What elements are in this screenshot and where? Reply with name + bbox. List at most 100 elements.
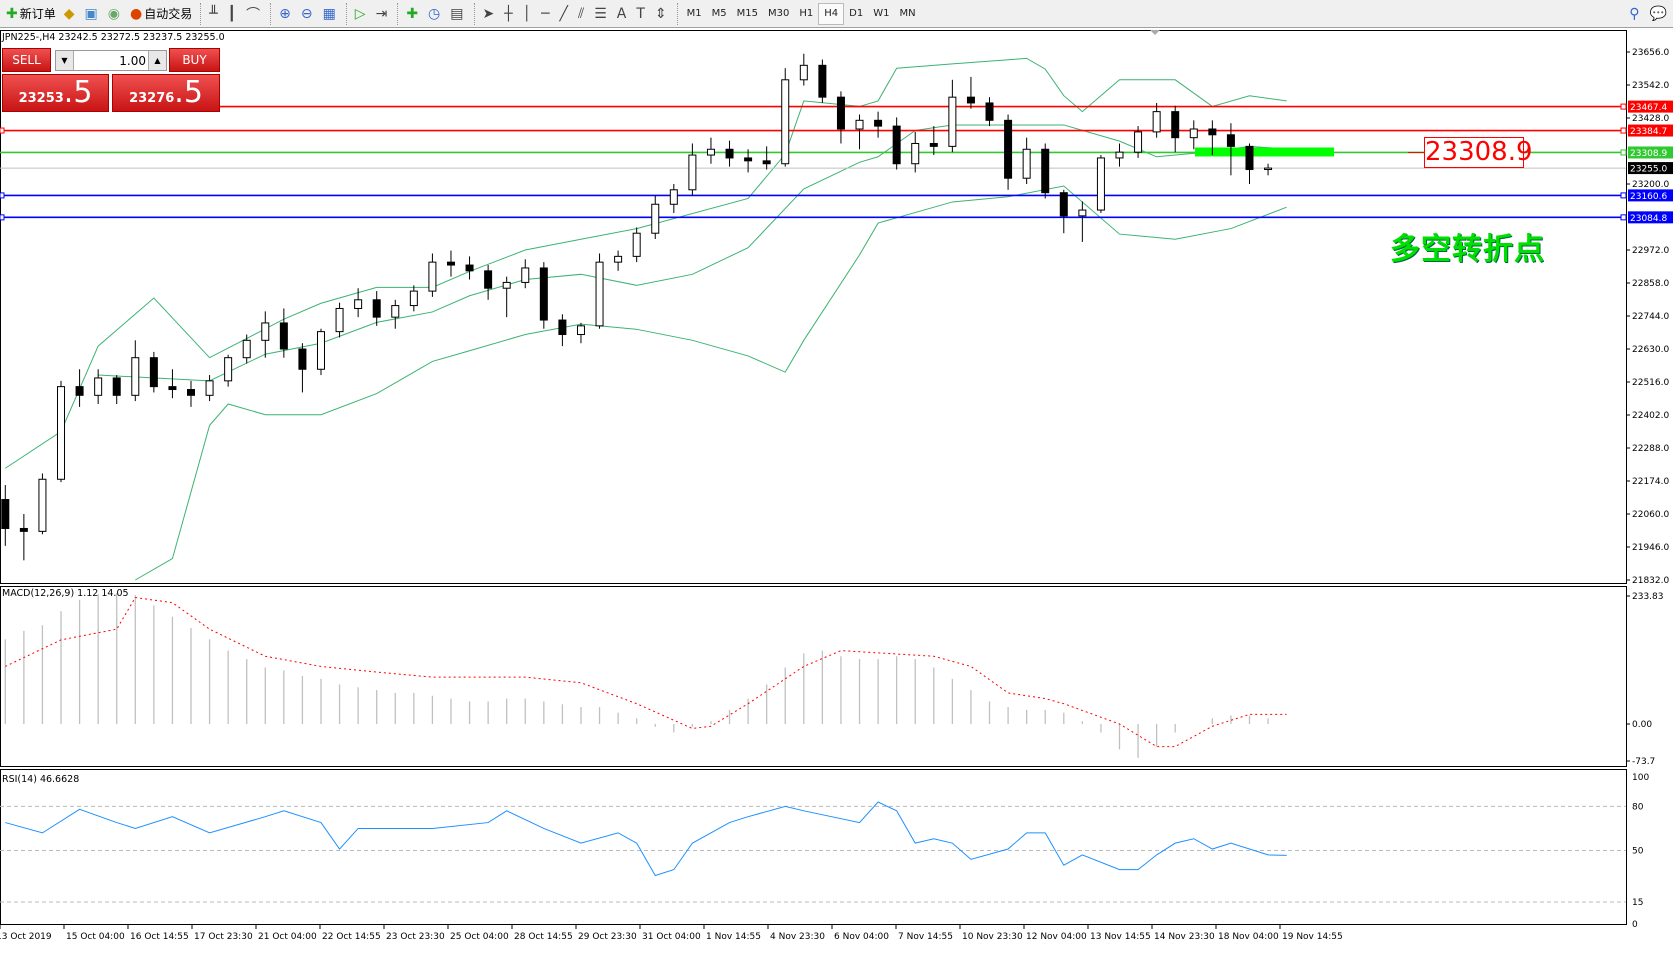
folder-icon: ◆ (63, 5, 75, 22)
toolbar-separator (676, 2, 678, 25)
equidistant-channel-button[interactable]: ⫽ (574, 2, 590, 26)
candle (1152, 102, 1161, 138)
chart-canvas[interactable]: 23656.0 23542.0 23428.0 23200.0 22972.0 22858… (0, 28, 1673, 953)
lot-stepper[interactable]: ▼ ▲ (55, 50, 167, 71)
timeframe-mn[interactable]: MN (899, 8, 916, 19)
auto-trading-icon: ● (129, 5, 143, 22)
candle (94, 369, 103, 404)
lot-decrease-button[interactable]: ▼ (56, 51, 74, 70)
signal-button[interactable]: ◉ (104, 2, 126, 26)
text-button[interactable]: A (613, 2, 633, 26)
auto-scroll-button[interactable]: ▷ (351, 2, 372, 26)
fibonacci-button[interactable]: ☰ (590, 2, 613, 26)
lot-input[interactable] (74, 53, 148, 68)
buy-price-button[interactable]: 23276.5 (112, 74, 220, 112)
horizontal-line-button[interactable]: ─ (537, 2, 555, 26)
periods-button[interactable]: ◷ (424, 2, 446, 26)
timeframe-m30[interactable]: M30 (768, 8, 790, 19)
arrows-button[interactable]: ⇕ (651, 2, 673, 26)
candle (1171, 105, 1180, 153)
candle (799, 53, 808, 86)
price-tag-label: 23255.0 (1630, 165, 1667, 175)
price-tick-label: 22174.0 (1632, 477, 1669, 487)
lot-increase-button[interactable]: ▲ (148, 51, 166, 70)
candlestick-button[interactable]: ┃ (224, 2, 242, 26)
zoom-out-button[interactable]: ⊖ (297, 2, 319, 26)
line-handle (1620, 192, 1627, 199)
navigator-button[interactable]: ▣ (81, 2, 104, 26)
timeframe-w1[interactable]: W1 (873, 8, 890, 19)
time-tick-label: 19 Nov 14:55 (1282, 932, 1343, 942)
candle (1078, 201, 1087, 242)
candle (279, 308, 288, 358)
time-tick-label: 15 Oct 04:00 (66, 932, 125, 942)
chart-shift-button[interactable]: ⇥ (372, 2, 394, 26)
time-tick-label: 13 Nov 14:55 (1090, 932, 1151, 942)
line-chart-button[interactable]: ⌒ (242, 2, 266, 26)
cursor-button[interactable]: ➤ (479, 2, 501, 26)
price-tick-label: 22630.0 (1632, 345, 1669, 355)
price-tag (1628, 146, 1673, 159)
candle (539, 262, 548, 329)
sell-price-button[interactable]: 23253.5 (2, 74, 109, 112)
cursor-icon: ➤ (482, 5, 495, 22)
main-pane (0, 30, 1627, 584)
toolbar-separator (200, 2, 202, 25)
candle (131, 340, 140, 402)
timeframe-m5[interactable]: M5 (711, 8, 727, 19)
candle-body (1022, 148, 1031, 179)
indicators-button[interactable]: ✚ (402, 2, 424, 26)
candle-body (632, 232, 641, 257)
candle (744, 149, 753, 173)
price-tag (1628, 124, 1673, 137)
candle-body (484, 270, 493, 289)
templates-button[interactable]: ▤ (446, 2, 469, 26)
zoom-in-button[interactable]: ⊕ (275, 2, 297, 26)
crosshair-button[interactable]: ┼ (500, 2, 518, 26)
new-order-button[interactable]: ✚ 新订单 (2, 2, 60, 26)
macd-signal-line (5, 597, 1287, 748)
timeframe-m1[interactable]: M1 (686, 8, 702, 19)
timeframe-m15[interactable]: M15 (736, 8, 759, 19)
candle-body (205, 380, 214, 396)
text-label-button[interactable]: T (632, 2, 651, 26)
timeframe-h4[interactable]: H4 (818, 2, 845, 25)
price-tick-label: 23428.0 (1632, 114, 1669, 124)
auto-trading-button[interactable]: ● 自动交易 (126, 2, 196, 26)
candle (966, 76, 975, 109)
candle-body (688, 154, 697, 191)
candle-body (669, 189, 678, 205)
candle (335, 302, 344, 338)
toolbar-separator (397, 2, 399, 25)
price-tag-label: 23467.4 (1630, 103, 1667, 113)
bar-chart-button[interactable]: ╨ (205, 2, 223, 26)
sell-button[interactable]: SELL (2, 48, 51, 72)
candle-body (836, 96, 845, 130)
candle (1115, 143, 1124, 167)
candle-body (706, 148, 715, 156)
price-tag-label: 23084.8 (1630, 214, 1667, 224)
tile-windows-button[interactable]: ▦ (319, 2, 342, 26)
price-tag (1628, 100, 1673, 113)
candle (1245, 143, 1254, 184)
line-handle (1620, 149, 1627, 156)
market-watch-button[interactable]: ◆ (60, 2, 81, 26)
candle-body (1152, 111, 1161, 133)
trendline-button[interactable]: ╱ (556, 2, 574, 26)
chart-window[interactable]: 23656.0 23542.0 23428.0 23200.0 22972.0 22858… (0, 28, 1673, 953)
candle-body (1004, 119, 1013, 179)
buy-price: 23276 (129, 91, 175, 106)
vertical-line-button[interactable]: │ (519, 2, 537, 26)
chat-button[interactable]: 💬 (1646, 2, 1673, 26)
candle (1059, 189, 1068, 234)
price-tick-label: 22972.0 (1632, 246, 1669, 256)
timeframe-d1[interactable]: D1 (849, 8, 864, 19)
price-label-box[interactable]: 23308.9 (1424, 137, 1533, 168)
line-handle (1620, 103, 1627, 110)
candle (1134, 126, 1143, 158)
candle-body (279, 322, 288, 350)
buy-button[interactable]: BUY (169, 48, 220, 72)
search-button[interactable]: ⚲ (1625, 2, 1645, 26)
annotation-text[interactable]: 多空转折点 (1390, 232, 1545, 267)
timeframe-h1[interactable]: H1 (799, 8, 814, 19)
